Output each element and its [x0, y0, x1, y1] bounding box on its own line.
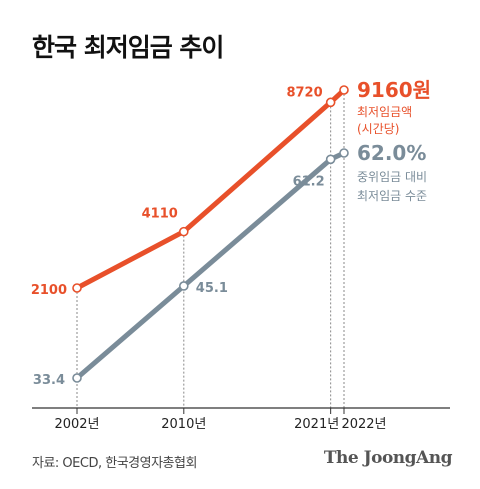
- data-point-wage: [339, 85, 349, 95]
- x-tick-label: 2002년: [54, 417, 99, 432]
- series-label-wage: 최저임금액: [357, 105, 412, 119]
- data-point-wage: [325, 97, 336, 108]
- source-note: 자료: OECD, 한국경영자총협회: [32, 456, 197, 471]
- x-tick-label: 2010년: [161, 417, 206, 432]
- series-label-ratio: 중위임금 대비: [357, 170, 427, 184]
- series-line-ratio: [74, 150, 347, 381]
- series-label-wage: (시간당): [357, 122, 399, 136]
- x-tick-label: 2022년: [341, 417, 386, 432]
- data-label-ratio-end: 62.0%: [357, 141, 426, 165]
- data-label-wage-end: 9160원: [357, 78, 431, 102]
- data-point-wage: [179, 226, 189, 237]
- data-point-ratio: [72, 373, 82, 383]
- data-label-ratio: 33.4: [33, 373, 65, 388]
- data-point-wage: [72, 283, 82, 293]
- series-label-ratio: 최저임금 수준: [357, 189, 427, 203]
- brand-logo: The JoongAng: [323, 448, 453, 468]
- data-point-ratio: [325, 154, 336, 165]
- data-label-wage: 2100: [31, 283, 67, 298]
- data-label-wage: 4110: [142, 207, 178, 222]
- data-point-ratio: [179, 281, 189, 291]
- x-tick-label: 2021년: [294, 417, 339, 432]
- chart-title: 한국 최저임금 추이: [32, 33, 224, 62]
- data-label-wage: 8720: [286, 85, 322, 100]
- data-point-ratio: [339, 148, 349, 158]
- data-label-ratio: 45.1: [196, 281, 228, 296]
- series-line-wage: [74, 87, 347, 291]
- data-label-ratio: 61.2: [293, 174, 325, 189]
